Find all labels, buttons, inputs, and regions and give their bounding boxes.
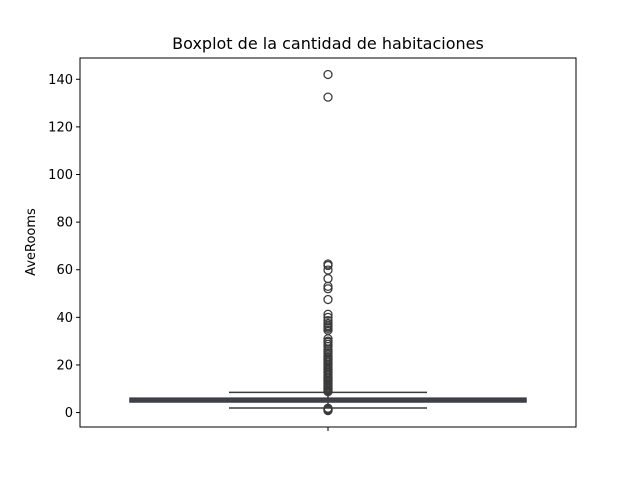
outlier-point xyxy=(323,294,333,305)
y-tick-label: 40 xyxy=(56,311,73,326)
outlier-point xyxy=(323,281,333,292)
outlier-point xyxy=(323,284,333,294)
y-tick-label: 80 xyxy=(56,216,73,231)
outlier-point xyxy=(323,386,333,397)
y-tick-label: 100 xyxy=(48,168,73,183)
chart-title: Boxplot de la cantidad de habitaciones xyxy=(172,34,484,53)
y-tick-label: 60 xyxy=(56,263,73,278)
outlier-points xyxy=(323,69,333,416)
y-tick-label: 0 xyxy=(65,406,73,421)
y-tick-label: 20 xyxy=(56,358,73,373)
outlier-point xyxy=(323,92,333,102)
y-axis-ticks: 0 20 40 60 80 100 120 140 xyxy=(48,73,80,421)
outlier-point xyxy=(323,405,333,416)
outlier-point xyxy=(323,69,333,80)
outlier-point xyxy=(323,260,333,271)
y-axis-label: AveRooms xyxy=(24,208,39,276)
y-tick-label: 120 xyxy=(48,120,73,135)
plot-area-frame xyxy=(79,57,577,428)
outlier-point xyxy=(323,309,333,319)
boxplot xyxy=(129,391,527,409)
y-tick-label: 140 xyxy=(48,73,73,88)
